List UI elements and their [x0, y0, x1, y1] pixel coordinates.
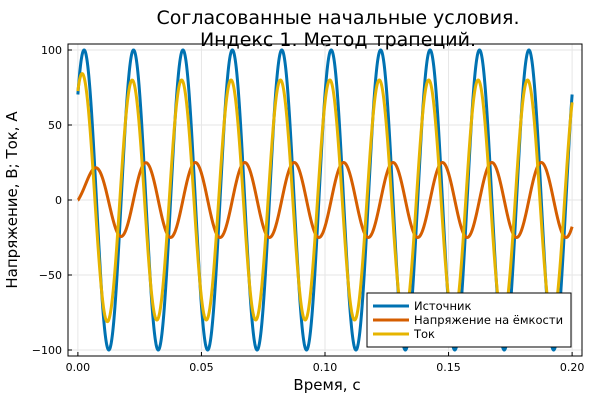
x-tick-label: 0.10: [313, 361, 338, 374]
x-tick-label: 0.20: [560, 361, 585, 374]
y-tick-label: −50: [39, 269, 62, 282]
chart-title-line-1: Согласованные начальные условия.: [156, 7, 519, 29]
y-tick-label: 0: [55, 194, 62, 207]
y-tick-label: 50: [48, 119, 62, 132]
series-line-current: [76, 72, 574, 324]
x-tick-label: 0.05: [189, 361, 214, 374]
y-axis-label: Напряжение, В; Ток, А: [3, 111, 21, 289]
legend-label-current: Ток: [413, 327, 435, 341]
legend: Источник Напряжение на ёмкости Ток: [366, 292, 572, 348]
x-tick-label: 0.00: [66, 361, 91, 374]
axis-ticks: 0.00 0.05 0.10 0.15 0.20 −100 −50 0 50 100: [32, 44, 585, 374]
x-tick-label: 0.15: [436, 361, 461, 374]
series-line-capacitor-voltage: [76, 161, 574, 239]
x-axis-label: Время, с: [293, 376, 360, 394]
y-tick-label: 100: [41, 44, 62, 57]
legend-label-source: Источник: [414, 299, 471, 313]
y-tick-label: −100: [32, 344, 62, 357]
series-lines: [76, 48, 574, 352]
legend-label-capacitor-voltage: Напряжение на ёмкости: [414, 313, 563, 327]
chart-title-line-2: Индекс 1. Метод трапеций.: [200, 29, 476, 51]
